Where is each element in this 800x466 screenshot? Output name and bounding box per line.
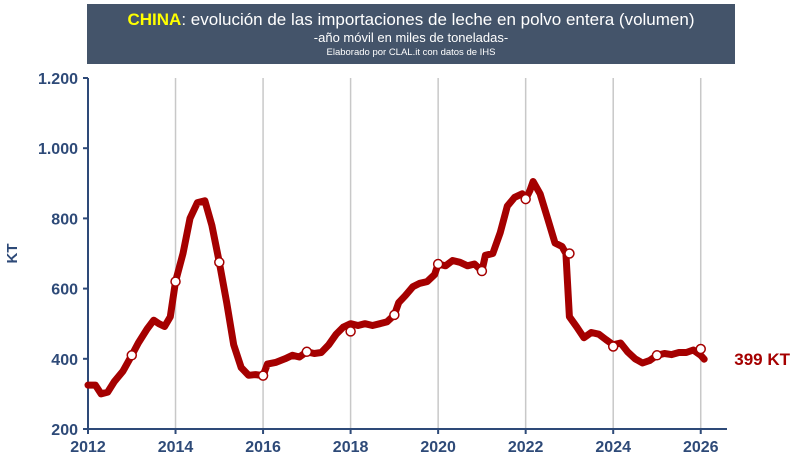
y-axis-label: KT [4,244,21,264]
series-marker [257,370,269,381]
series-line [84,178,708,398]
series-layer [84,178,708,398]
axis-layer: 200 400 600 800 1.000 1.200 2012 2014 2016 2018 20… [4,71,727,456]
x-tick-label: 2024 [595,439,631,456]
series-marker [345,326,356,337]
end-value-label: 399 KT [734,350,790,369]
y-tick-label: 600 [51,282,78,299]
y-tick-label: 800 [51,211,78,228]
x-tick-label: 2018 [333,439,369,456]
y-tick-label: 400 [51,352,78,369]
series-marker [564,248,575,259]
x-tick-label: 2020 [420,439,456,456]
series-marker [301,346,313,358]
x-tick-label: 2022 [508,439,544,456]
title-text: evolución de las importaciones de leche … [186,10,695,29]
grid-layer [174,78,702,429]
series-marker [695,343,706,355]
x-tick-label: 2014 [158,439,194,456]
chart-subtitle: -año móvil en miles de toneladas- [313,30,509,45]
series-marker [651,350,663,361]
y-tick-label: 200 [51,422,78,439]
series-marker [476,265,488,277]
series-marker [126,350,138,361]
chart-title: CHINA: evolución de las importaciones de… [87,10,735,30]
x-tick-label: 2026 [683,439,719,456]
title-country-highlight: CHINA [127,10,182,29]
series-marker [389,309,400,321]
label-layer: 399 KT [734,350,790,369]
chart-source: Elaborado por CLAL.it con datos de IHS [326,47,496,58]
y-tick-label: 1.000 [38,141,78,158]
y-tick-label: 1.200 [38,71,78,88]
x-tick-label: 2012 [70,439,106,456]
title-banner: CHINA: evolución de las importaciones de… [87,4,735,64]
x-tick-label: 2016 [245,439,281,456]
series-marker [170,276,181,287]
series-marker [520,193,531,205]
series-marker [432,258,444,270]
series-marker [214,257,225,268]
series-marker [607,341,619,352]
title-colon: : [181,10,187,29]
